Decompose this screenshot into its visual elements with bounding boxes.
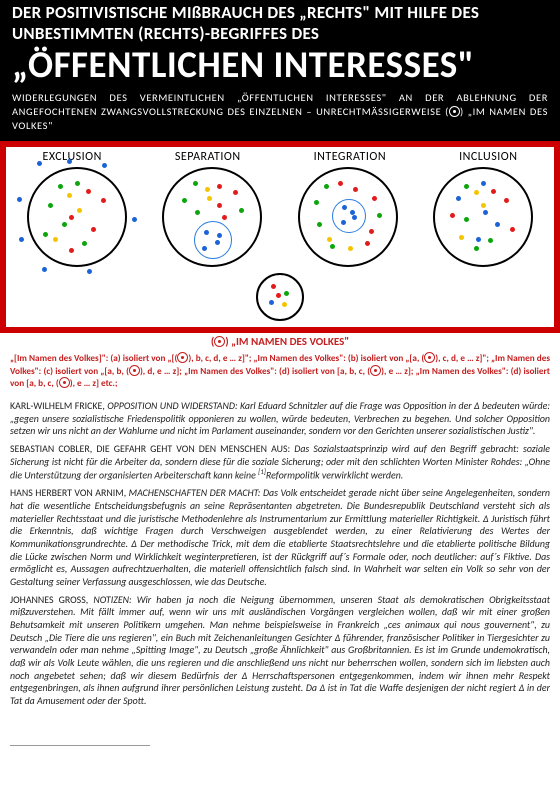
p3-author: HANS HERBERT VON ARNIM, [10, 487, 129, 499]
sun-icon [177, 352, 188, 363]
sun-icon [370, 365, 381, 376]
diagram-labels-row: EXCLUSION SEPARATION INTEGRATION INCLUSI… [6, 147, 554, 165]
para-1: KARL-WILHELM FRICKE, OPPOSITION UND WIDE… [10, 400, 550, 438]
circle-separation [162, 167, 262, 267]
document-page: DER POSITIVISTISCHE MIßBRAUCH DES „RECHT… [0, 0, 560, 746]
p1-author: KARL-WILHELM FRICKE, [10, 400, 107, 412]
diagram-inner: EXCLUSION SEPARATION INTEGRATION INCLUSI… [6, 147, 554, 327]
sun-icon [424, 352, 435, 363]
p4-body: Wir haben ja noch die Neigung übernommen… [10, 594, 550, 707]
para-4: JOHANNES GROSS, NOTIZEN: Wir haben ja no… [10, 594, 550, 708]
header-line1: DER POSITIVISTISCHE MIßBRAUCH DES „RECHT… [12, 2, 548, 44]
label-inclusion: INCLUSION [459, 150, 517, 164]
p3-title: MACHENSCHAFTEN DER MACHT: [129, 487, 263, 499]
p2-author: SEBASTIAN COBLER, DIE GEFAHR GEHT VON DE… [10, 443, 294, 455]
small-circle-row [6, 273, 554, 327]
para-3: HANS HERBERT VON ARNIM, MACHENSCHAFTEN D… [10, 487, 550, 588]
p4-author: JOHANNES GROSS, [10, 594, 93, 606]
header-line3: WIDERLEGUNGEN DES VERMEINTLICHEN „ÖFFENT… [12, 91, 548, 134]
p2-tail: Reformpolitik verwirklicht werden. [266, 470, 403, 482]
cap-b: ) „IM NAMEN DES VOLKES" [225, 335, 349, 348]
para-2: SEBASTIAN COBLER, DIE GEFAHR GEHT VON DE… [10, 443, 550, 482]
circle-integration [298, 167, 398, 267]
label-exclusion: EXCLUSION [43, 150, 102, 164]
p4-title: NOTIZEN: [93, 594, 136, 606]
body-text: KARL-WILHELM FRICKE, OPPOSITION UND WIDE… [0, 396, 560, 717]
rn2: ), b, c, d, e … z]"; „Im Namen des Volke… [188, 353, 424, 364]
circle-inclusion [433, 167, 533, 267]
red-note: „[Im Namen des Volkes]": (a) isoliert vo… [0, 350, 560, 396]
sun-icon [449, 106, 460, 117]
circles-row [6, 165, 554, 273]
label-separation: SEPARATION [175, 150, 241, 164]
label-integration: INTEGRATION [314, 150, 387, 164]
circle-exclusion [27, 167, 127, 267]
sun-icon [214, 336, 225, 347]
diagram-frame: EXCLUSION SEPARATION INTEGRATION INCLUSI… [0, 141, 560, 333]
header-block: DER POSITIVISTISCHE MIßBRAUCH DES „RECHT… [0, 0, 560, 141]
small-circle [256, 273, 304, 321]
rn6: ), e … z] etc.; [70, 378, 118, 389]
p3-body: Das Volk entscheidet gerade nicht über s… [10, 487, 550, 588]
sun-icon [129, 365, 140, 376]
inner-circle-integration [332, 199, 366, 233]
rn4: ), d, e … z]; „Im Namen des Volkes": (d)… [140, 366, 370, 377]
sun-icon [59, 377, 70, 388]
p2-sup: [1] [258, 467, 266, 476]
footnote-rule [10, 745, 150, 746]
header-line2: „ÖFFENTLICHEN INTERESSES" [12, 46, 548, 85]
diagram-caption: () „IM NAMEN DES VOLKES" [0, 333, 560, 350]
rn1: „[Im Namen des Volkes]": (a) isoliert vo… [10, 353, 177, 364]
inner-circle-separation [194, 221, 232, 259]
